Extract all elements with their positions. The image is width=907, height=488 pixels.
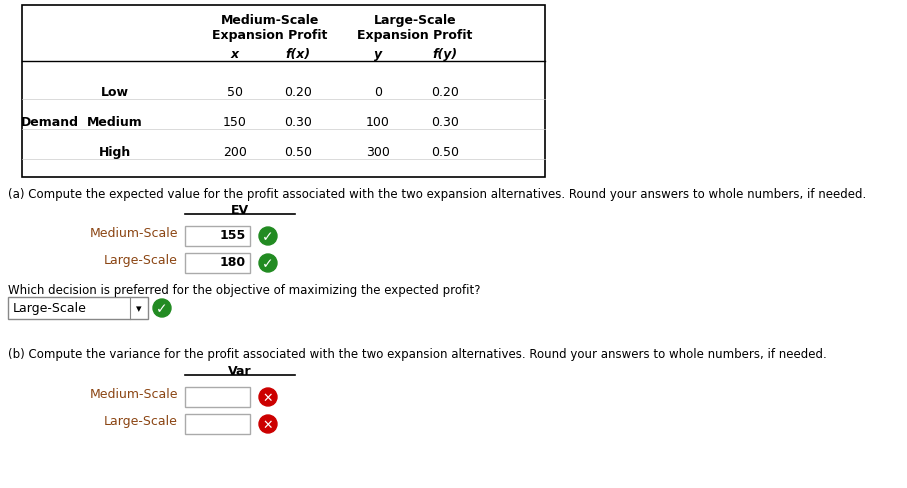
Text: y: y xyxy=(374,48,382,61)
Text: Large-Scale: Large-Scale xyxy=(13,302,87,315)
Text: 0.30: 0.30 xyxy=(431,116,459,129)
Text: ✕: ✕ xyxy=(263,391,273,404)
Text: 150: 150 xyxy=(223,116,247,129)
Text: Large-Scale: Large-Scale xyxy=(104,414,178,427)
Bar xyxy=(22,6,545,178)
Text: x: x xyxy=(231,48,239,61)
Circle shape xyxy=(153,299,171,317)
Text: ✓: ✓ xyxy=(262,229,274,244)
Text: 300: 300 xyxy=(366,146,390,159)
Text: 180: 180 xyxy=(219,256,246,268)
FancyBboxPatch shape xyxy=(185,387,250,407)
Text: Which decision is preferred for the objective of maximizing the expected profit?: Which decision is preferred for the obje… xyxy=(8,284,481,296)
Text: Large-Scale: Large-Scale xyxy=(104,253,178,266)
Text: 0.50: 0.50 xyxy=(284,146,312,159)
Text: 155: 155 xyxy=(219,228,246,242)
Text: Medium-Scale: Medium-Scale xyxy=(220,14,319,27)
Text: Medium-Scale: Medium-Scale xyxy=(90,387,178,400)
Text: 100: 100 xyxy=(366,116,390,129)
Text: Medium-Scale: Medium-Scale xyxy=(90,226,178,240)
Text: Expansion Profit: Expansion Profit xyxy=(212,29,327,42)
Text: ▾: ▾ xyxy=(136,304,141,313)
Text: Demand: Demand xyxy=(21,116,79,129)
Text: 50: 50 xyxy=(227,86,243,99)
Text: EV: EV xyxy=(231,203,249,217)
FancyBboxPatch shape xyxy=(185,414,250,434)
Circle shape xyxy=(259,388,277,406)
Text: ✕: ✕ xyxy=(263,418,273,430)
Text: 0.30: 0.30 xyxy=(284,116,312,129)
Text: Var: Var xyxy=(229,364,252,377)
FancyBboxPatch shape xyxy=(185,226,250,246)
Text: f(x): f(x) xyxy=(286,48,310,61)
Text: Low: Low xyxy=(101,86,129,99)
Text: 0.50: 0.50 xyxy=(431,146,459,159)
Text: Medium: Medium xyxy=(87,116,143,129)
Text: 0: 0 xyxy=(374,86,382,99)
Text: 0.20: 0.20 xyxy=(284,86,312,99)
Text: (a) Compute the expected value for the profit associated with the two expansion : (a) Compute the expected value for the p… xyxy=(8,187,866,201)
FancyBboxPatch shape xyxy=(8,297,148,319)
Circle shape xyxy=(259,227,277,245)
Text: (b) Compute the variance for the profit associated with the two expansion altern: (b) Compute the variance for the profit … xyxy=(8,347,827,360)
Text: 0.20: 0.20 xyxy=(431,86,459,99)
Text: ✓: ✓ xyxy=(262,257,274,270)
Text: High: High xyxy=(99,146,132,159)
Circle shape xyxy=(259,415,277,433)
Text: Expansion Profit: Expansion Profit xyxy=(357,29,473,42)
Text: 200: 200 xyxy=(223,146,247,159)
Text: Large-Scale: Large-Scale xyxy=(374,14,456,27)
Text: ✓: ✓ xyxy=(156,302,168,315)
Circle shape xyxy=(259,254,277,272)
Text: f(y): f(y) xyxy=(433,48,457,61)
FancyBboxPatch shape xyxy=(185,253,250,273)
